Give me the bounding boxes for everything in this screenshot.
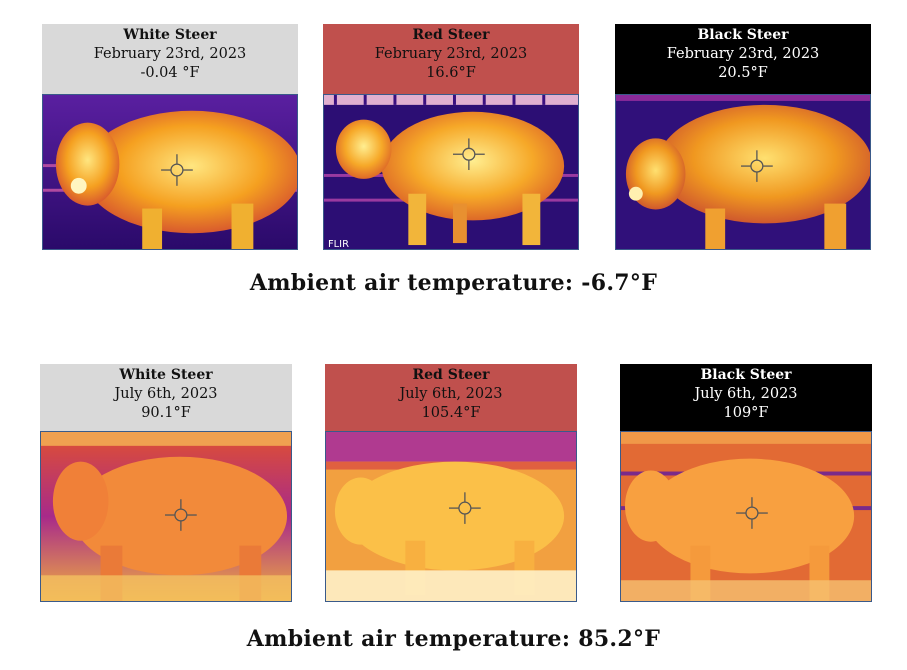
winter-white-temp: -0.04 °F [140, 65, 200, 81]
winter-black-label: Black Steer February 23rd, 2023 20.5°F [615, 24, 871, 94]
winter-white-label: White Steer February 23rd, 2023 -0.04 °F [42, 24, 298, 94]
summer-red-label: Red Steer July 6th, 2023 105.4°F [325, 364, 577, 431]
summer-red-name: Red Steer [412, 367, 490, 383]
crosshair-icon [165, 499, 197, 531]
crosshair-icon [741, 150, 773, 182]
summer-black-date: July 6th, 2023 [694, 386, 798, 402]
winter-black-date: February 23rd, 2023 [666, 46, 820, 62]
winter-black-temp: 20.5°F [718, 65, 768, 81]
winter-black-thermal-image [615, 94, 871, 250]
winter-red-date: February 23rd, 2023 [374, 46, 528, 62]
winter-white-date: February 23rd, 2023 [93, 46, 247, 62]
crosshair-icon [736, 497, 768, 529]
svg-text:FLIR: FLIR [328, 239, 349, 249]
winter-red-label: Red Steer February 23rd, 2023 16.6°F [323, 24, 579, 94]
summer-red-thermal-image [325, 431, 577, 602]
summer-white-date: July 6th, 2023 [114, 386, 218, 402]
summer-black-name: Black Steer [700, 367, 792, 383]
winter-white-thermal-image [42, 94, 298, 250]
summer-black-temp: 109°F [723, 405, 769, 421]
summer-red-date: July 6th, 2023 [399, 386, 503, 402]
winter-red-temp: 16.6°F [426, 65, 476, 81]
summer-black-label: Black Steer July 6th, 2023 109°F [620, 364, 872, 431]
crosshair-icon [449, 492, 481, 524]
summer-white-label: White Steer July 6th, 2023 90.1°F [40, 364, 292, 431]
crosshair-icon [452, 138, 485, 171]
summer-ambient-temperature: Ambient air temperature: 85.2°F [246, 626, 661, 652]
winter-black-name: Black Steer [697, 27, 789, 43]
crosshair-icon [161, 154, 193, 186]
winter-red-name: Red Steer [412, 27, 490, 43]
summer-white-name: White Steer [119, 367, 213, 383]
winter-ambient-temperature: Ambient air temperature: -6.7°F [249, 270, 658, 296]
summer-white-thermal-image [40, 431, 292, 602]
winter-white-name: White Steer [123, 27, 217, 43]
summer-black-thermal-image [620, 431, 872, 602]
winter-red-thermal-image: FLIR [323, 94, 579, 250]
summer-red-temp: 105.4°F [421, 405, 481, 421]
summer-white-temp: 90.1°F [141, 405, 191, 421]
